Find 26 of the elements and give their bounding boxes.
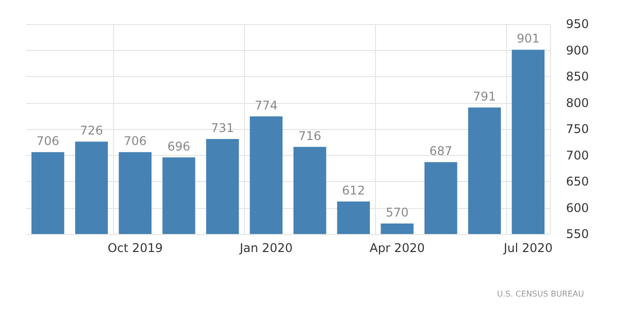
data-label: 716 xyxy=(298,128,322,143)
data-label: 901 xyxy=(516,32,540,46)
x-tick-label: Apr 2020 xyxy=(370,241,425,255)
data-label: 687 xyxy=(429,144,452,158)
x-tick-label: Jul 2020 xyxy=(502,241,553,255)
y-tick-label: 800 xyxy=(566,96,589,110)
data-label: 731 xyxy=(211,120,234,135)
data-label: 791 xyxy=(473,89,496,104)
y-tick-label: 850 xyxy=(566,70,589,84)
data-label: 570 xyxy=(386,206,409,220)
data-label: 612 xyxy=(342,183,365,198)
data-label: 726 xyxy=(80,124,103,138)
y-tick-label: 550 xyxy=(566,227,589,241)
text: U.S. CENSUS BUREAU xyxy=(496,290,584,298)
y-tick-label: 650 xyxy=(566,174,589,188)
y-tick-label: 750 xyxy=(566,122,589,136)
data-label: 706 xyxy=(36,134,60,148)
y-tick-label: 600 xyxy=(566,200,589,215)
data-label: 774 xyxy=(254,98,278,112)
data-label: 706 xyxy=(124,134,147,148)
y-tick-label: 950 xyxy=(566,17,589,31)
y-tick-label: 900 xyxy=(566,43,589,58)
data-label: 696 xyxy=(167,139,190,154)
x-tick-label: Jan 2020 xyxy=(238,241,293,255)
x-tick-label: Oct 2019 xyxy=(108,241,163,255)
y-tick-label: 700 xyxy=(566,148,589,162)
